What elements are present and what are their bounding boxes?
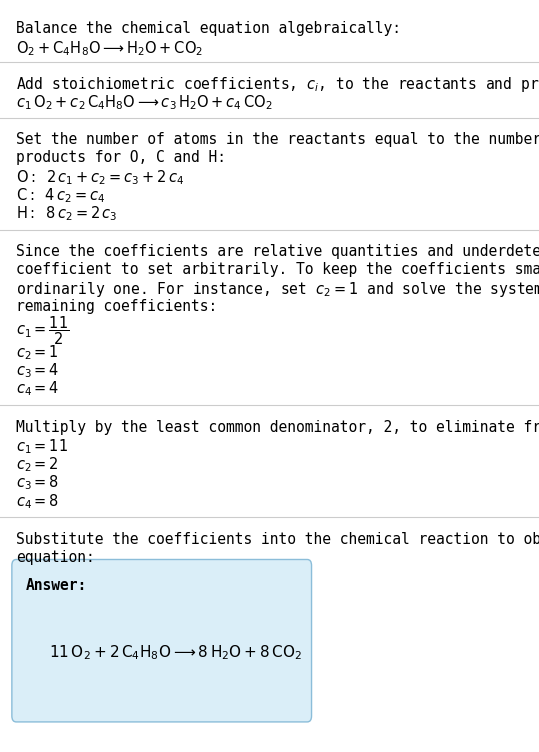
FancyBboxPatch shape — [12, 559, 312, 722]
Text: remaining coefficients:: remaining coefficients: — [16, 299, 217, 314]
Text: Answer:: Answer: — [26, 578, 87, 593]
Text: $\mathrm{H:}\;\; 8\,c_2 = 2\,c_3$: $\mathrm{H:}\;\; 8\,c_2 = 2\,c_3$ — [16, 205, 118, 223]
Text: equation:: equation: — [16, 550, 95, 565]
Text: Since the coefficients are relative quantities and underdetermined, choose a: Since the coefficients are relative quan… — [16, 244, 539, 259]
Text: products for O, C and H:: products for O, C and H: — [16, 150, 226, 165]
Text: $c_1 = \dfrac{11}{2}$: $c_1 = \dfrac{11}{2}$ — [16, 314, 70, 347]
Text: $11\,\mathrm{O_2} + 2\,\mathrm{C_4H_8O} \longrightarrow 8\,\mathrm{H_2O} + 8\,\m: $11\,\mathrm{O_2} + 2\,\mathrm{C_4H_8O} … — [49, 644, 302, 662]
Text: coefficient to set arbitrarily. To keep the coefficients small, the arbitrary va: coefficient to set arbitrarily. To keep … — [16, 262, 539, 277]
Text: $\mathrm{C:}\;\; 4\,c_2 = c_4$: $\mathrm{C:}\;\; 4\,c_2 = c_4$ — [16, 186, 106, 205]
Text: Set the number of atoms in the reactants equal to the number of atoms in the: Set the number of atoms in the reactants… — [16, 132, 539, 147]
Text: $c_3 = 4$: $c_3 = 4$ — [16, 362, 59, 381]
Text: ordinarily one. For instance, set $c_2 = 1$ and solve the system of equations fo: ordinarily one. For instance, set $c_2 =… — [16, 280, 539, 299]
Text: $c_2 = 2$: $c_2 = 2$ — [16, 456, 59, 475]
Text: $c_3 = 8$: $c_3 = 8$ — [16, 474, 59, 493]
Text: $c_4 = 4$: $c_4 = 4$ — [16, 380, 59, 399]
Text: $c_4 = 8$: $c_4 = 8$ — [16, 492, 59, 511]
Text: Multiply by the least common denominator, 2, to eliminate fractional coefficient: Multiply by the least common denominator… — [16, 420, 539, 435]
Text: $c_2 = 1$: $c_2 = 1$ — [16, 344, 59, 362]
Text: $\mathrm{O:}\;\; 2\,c_1 + c_2 = c_3 + 2\,c_4$: $\mathrm{O:}\;\; 2\,c_1 + c_2 = c_3 + 2\… — [16, 168, 184, 187]
Text: $\mathrm{O_2 + C_4H_8O \longrightarrow H_2O + CO_2}$: $\mathrm{O_2 + C_4H_8O \longrightarrow H… — [16, 39, 203, 58]
Text: Add stoichiometric coefficients, $c_i$, to the reactants and products:: Add stoichiometric coefficients, $c_i$, … — [16, 75, 539, 94]
Text: Balance the chemical equation algebraically:: Balance the chemical equation algebraica… — [16, 21, 401, 36]
Text: $c_1\,\mathrm{O_2} + c_2\,\mathrm{C_4H_8O} \longrightarrow c_3\,\mathrm{H_2O} + : $c_1\,\mathrm{O_2} + c_2\,\mathrm{C_4H_8… — [16, 93, 273, 112]
Text: $c_1 = 11$: $c_1 = 11$ — [16, 438, 68, 456]
Text: Substitute the coefficients into the chemical reaction to obtain the balanced: Substitute the coefficients into the che… — [16, 532, 539, 547]
